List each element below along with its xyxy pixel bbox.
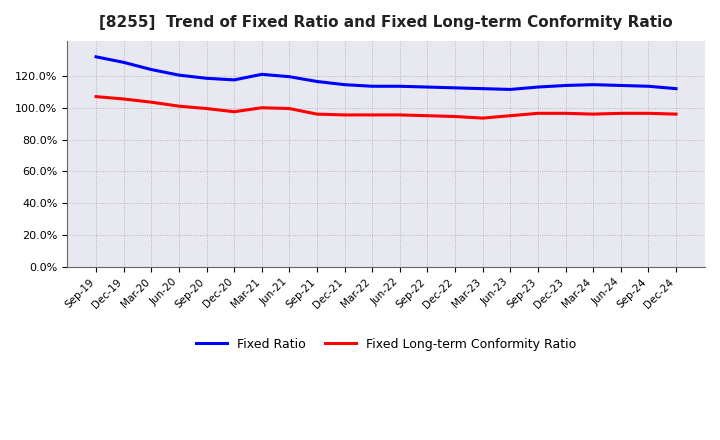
Fixed Ratio — [202, 76, 211, 81]
Fixed Ratio — [423, 84, 432, 90]
Fixed Long-term Conformity Ratio — [589, 111, 598, 117]
Fixed Ratio — [561, 83, 570, 88]
Fixed Long-term Conformity Ratio — [285, 106, 294, 111]
Fixed Ratio — [341, 82, 349, 87]
Fixed Long-term Conformity Ratio — [91, 94, 100, 99]
Legend: Fixed Ratio, Fixed Long-term Conformity Ratio: Fixed Ratio, Fixed Long-term Conformity … — [191, 333, 581, 356]
Fixed Long-term Conformity Ratio — [147, 99, 156, 105]
Fixed Long-term Conformity Ratio — [644, 111, 653, 116]
Fixed Ratio — [534, 84, 542, 90]
Fixed Long-term Conformity Ratio — [506, 113, 515, 118]
Fixed Long-term Conformity Ratio — [451, 114, 459, 119]
Fixed Ratio — [368, 84, 377, 89]
Fixed Ratio — [312, 79, 321, 84]
Fixed Long-term Conformity Ratio — [230, 109, 238, 114]
Fixed Long-term Conformity Ratio — [534, 111, 542, 116]
Fixed Long-term Conformity Ratio — [478, 115, 487, 121]
Line: Fixed Ratio: Fixed Ratio — [96, 57, 676, 89]
Fixed Ratio — [451, 85, 459, 91]
Fixed Ratio — [258, 72, 266, 77]
Line: Fixed Long-term Conformity Ratio: Fixed Long-term Conformity Ratio — [96, 97, 676, 118]
Fixed Ratio — [285, 74, 294, 79]
Fixed Long-term Conformity Ratio — [120, 96, 128, 102]
Fixed Long-term Conformity Ratio — [341, 112, 349, 117]
Title: [8255]  Trend of Fixed Ratio and Fixed Long-term Conformity Ratio: [8255] Trend of Fixed Ratio and Fixed Lo… — [99, 15, 673, 30]
Fixed Ratio — [395, 84, 404, 89]
Fixed Ratio — [672, 86, 680, 91]
Fixed Ratio — [616, 83, 625, 88]
Fixed Ratio — [644, 84, 653, 89]
Fixed Ratio — [91, 54, 100, 59]
Fixed Ratio — [230, 77, 238, 83]
Fixed Ratio — [589, 82, 598, 87]
Fixed Long-term Conformity Ratio — [616, 111, 625, 116]
Fixed Long-term Conformity Ratio — [423, 113, 432, 118]
Fixed Long-term Conformity Ratio — [312, 111, 321, 117]
Fixed Long-term Conformity Ratio — [202, 106, 211, 111]
Fixed Ratio — [175, 73, 184, 78]
Fixed Long-term Conformity Ratio — [258, 105, 266, 110]
Fixed Ratio — [120, 60, 128, 65]
Fixed Long-term Conformity Ratio — [175, 103, 184, 109]
Fixed Long-term Conformity Ratio — [561, 111, 570, 116]
Fixed Long-term Conformity Ratio — [368, 112, 377, 117]
Fixed Ratio — [478, 86, 487, 91]
Fixed Ratio — [506, 87, 515, 92]
Fixed Ratio — [147, 67, 156, 72]
Fixed Long-term Conformity Ratio — [395, 112, 404, 117]
Fixed Long-term Conformity Ratio — [672, 111, 680, 117]
